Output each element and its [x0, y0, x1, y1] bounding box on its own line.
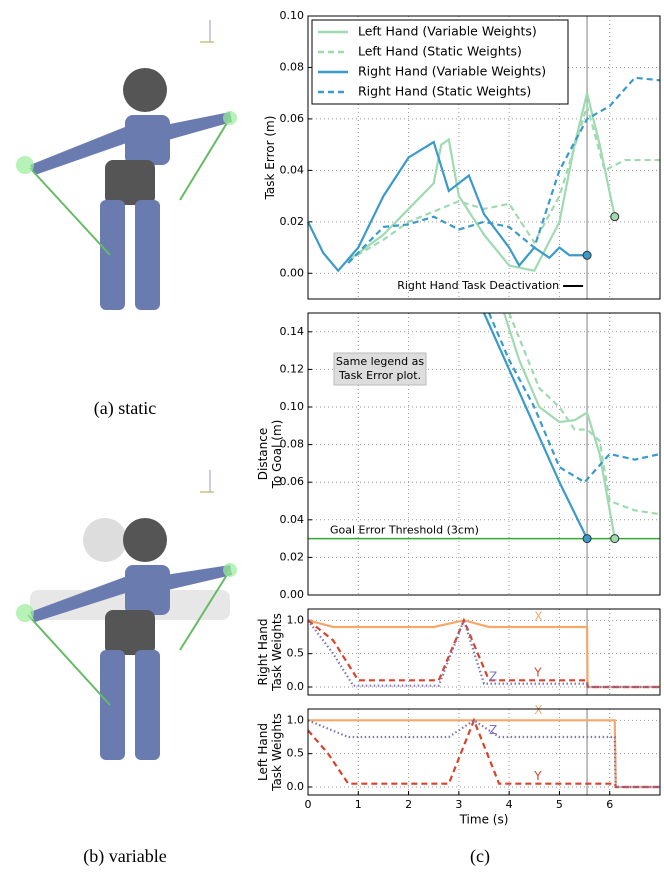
y-tick-label: 0.00 [280, 588, 305, 601]
y-tick-label: 0.06 [280, 112, 305, 125]
y-axis-label-line: Task Weights [270, 613, 284, 692]
end-marker [611, 535, 619, 543]
panel: 0.00 0.02 0.04 0.06 0.08 0.10 Task Error (m) Le… [263, 9, 661, 299]
plot-frame [308, 609, 660, 695]
plot-frame [308, 709, 660, 795]
y-tick-label: 1.0 [287, 613, 305, 626]
caption: (c) [470, 846, 490, 867]
y-tick-label: 0.5 [287, 647, 305, 660]
legend-label: Right Hand (Variable Weights) [358, 64, 546, 79]
robot-static [16, 20, 237, 310]
y-tick-label: 0.04 [280, 513, 305, 526]
y-axis-label-line: Right Hand [256, 618, 270, 685]
series-line [489, 313, 660, 482]
series-label: Y [533, 769, 542, 783]
y-axis-label-line: Task Weights [270, 713, 284, 792]
series-label: X [534, 703, 542, 717]
series-label: Z [489, 670, 497, 684]
figure: (a) static (b) variable (c) 0.000.020.04… [0, 0, 664, 873]
annotation: Task Error plot. [338, 369, 421, 382]
y-tick-label: 0.02 [280, 550, 305, 563]
y-axis-label-line: Left Hand [256, 723, 270, 781]
series-line [348, 93, 615, 271]
y-tick-label: 0.5 [287, 747, 305, 760]
end-marker [583, 535, 591, 543]
caption: (b) variable [83, 846, 166, 867]
y-tick-label: 0.02 [280, 215, 305, 228]
y-tick-label: 0.0 [287, 780, 305, 793]
end-marker [611, 213, 619, 221]
threshold-label: Goal Error Threshold (3cm) [330, 524, 479, 537]
legend: Left Hand (Variable Weights) Left Hand (S… [312, 20, 568, 104]
annotation: Same legend as [336, 355, 424, 368]
legend-label: Left Hand (Variable Weights) [358, 24, 537, 39]
y-tick-label: 0.08 [280, 60, 305, 73]
y-tick-label: 0.00 [280, 266, 305, 279]
y-axis-label-line: Distance [256, 428, 270, 480]
y-axis-label: DistanceTo Goal (m) [256, 420, 284, 490]
legend-label: Left Hand (Static Weights) [358, 44, 522, 59]
y-tick-label: 0.14 [280, 325, 305, 338]
y-axis-label: Right HandTask Weights [256, 613, 284, 692]
x-tick-label: 5 [556, 798, 563, 811]
x-tick-label: 0 [305, 798, 312, 811]
series-label: Z [489, 723, 497, 737]
x-tick-label: 2 [405, 798, 412, 811]
y-tick-label: 0.12 [280, 362, 305, 375]
y-tick-label: 0.10 [280, 400, 305, 413]
x-axis-label: Time (s) [459, 813, 509, 827]
y-tick-label: 0.04 [280, 163, 305, 176]
caption: (a) static [94, 398, 156, 419]
x-tick-label: 6 [606, 798, 613, 811]
x-tick-label: 3 [455, 798, 462, 811]
x-tick-label: 1 [355, 798, 362, 811]
panel: 0.0 0.5 1.0 0 1 2 3 4 5 6 Time (s) Left HandTask We… [256, 703, 661, 827]
y-axis-label-line: To Goal (m) [270, 420, 284, 490]
annotation: Right Hand Task Deactivation [397, 279, 559, 292]
series-label: Y [533, 666, 542, 680]
series-label: X [534, 610, 542, 624]
y-axis-label: Left HandTask Weights [256, 713, 284, 792]
series-line [348, 106, 660, 260]
end-marker [583, 251, 591, 259]
y-tick-label: 0.0 [287, 680, 305, 693]
robot-variable [16, 470, 237, 760]
y-axis-label-line: Task Error (m) [263, 116, 277, 201]
legend-label: Right Hand (Static Weights) [358, 84, 531, 99]
panel: 0.000.020.040.060.080.100.120.14Distance… [256, 313, 661, 601]
y-axis-label: Task Error (m) [263, 116, 277, 201]
y-tick-label: 1.0 [287, 713, 305, 726]
x-tick-label: 4 [506, 798, 513, 811]
y-tick-label: 0.10 [280, 9, 305, 22]
